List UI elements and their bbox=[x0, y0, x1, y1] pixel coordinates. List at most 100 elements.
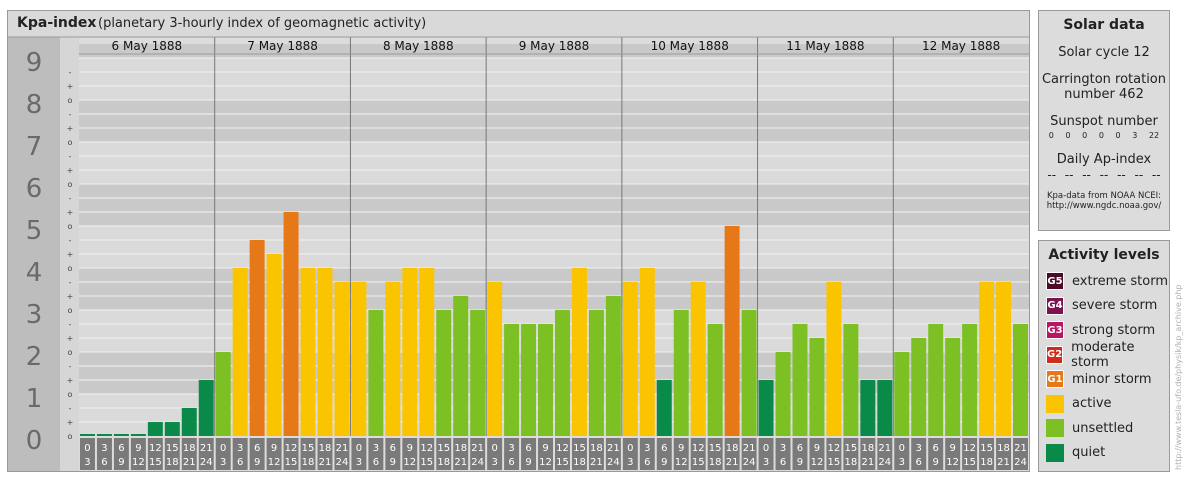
hour-start-label: 12 bbox=[556, 443, 569, 454]
carrington-rotation-label: Carrington rotation bbox=[1041, 72, 1166, 87]
hour-box bbox=[351, 438, 367, 470]
ap-value: -- bbox=[1064, 168, 1074, 182]
y-subtick-label: o bbox=[68, 306, 73, 315]
y-tick-label: 3 bbox=[26, 300, 43, 330]
hour-start-label: 9 bbox=[407, 443, 413, 454]
legend-swatch bbox=[1046, 394, 1064, 413]
hour-box bbox=[843, 438, 859, 470]
hour-box bbox=[215, 438, 231, 470]
legend-item: G4 severe storm bbox=[1039, 294, 1169, 319]
kp-bar bbox=[96, 434, 112, 436]
hour-end-label: 15 bbox=[420, 457, 433, 468]
hour-box bbox=[504, 438, 520, 470]
hour-end-label: 3 bbox=[84, 457, 90, 468]
hour-end-label: 18 bbox=[980, 457, 993, 468]
kp-bar bbox=[809, 338, 825, 436]
y-subtick-band bbox=[60, 37, 79, 471]
hour-end-label: 18 bbox=[709, 457, 722, 468]
hour-start-label: 18 bbox=[183, 443, 196, 454]
hour-start-label: 9 bbox=[135, 443, 141, 454]
hour-end-label: 6 bbox=[508, 457, 514, 468]
hour-end-label: 6 bbox=[373, 457, 379, 468]
hour-start-label: 15 bbox=[437, 443, 450, 454]
kp-bar bbox=[130, 434, 146, 436]
hour-end-label: 21 bbox=[454, 457, 467, 468]
legend-swatch bbox=[1046, 419, 1064, 438]
hour-end-label: 9 bbox=[118, 457, 124, 468]
hour-start-label: 9 bbox=[949, 443, 955, 454]
hour-box bbox=[113, 438, 129, 470]
hour-box bbox=[300, 438, 316, 470]
kp-bar bbox=[385, 281, 401, 436]
hour-start-label: 12 bbox=[420, 443, 433, 454]
hour-box bbox=[911, 438, 927, 470]
legend-label: active bbox=[1072, 396, 1112, 412]
hour-start-label: 3 bbox=[780, 443, 786, 454]
hour-box bbox=[996, 438, 1012, 470]
hour-box bbox=[877, 438, 893, 470]
hour-end-label: 21 bbox=[997, 457, 1010, 468]
kp-bar bbox=[538, 323, 553, 436]
hour-start-label: 9 bbox=[678, 443, 684, 454]
y-tick-label: 5 bbox=[26, 216, 43, 246]
hour-box bbox=[945, 438, 961, 470]
hour-start-label: 6 bbox=[118, 443, 124, 454]
legend-label: moderate storm bbox=[1071, 339, 1135, 370]
hour-end-label: 15 bbox=[285, 457, 298, 468]
hour-box bbox=[453, 438, 469, 470]
hour-end-label: 12 bbox=[132, 457, 145, 468]
hour-end-label: 24 bbox=[336, 457, 349, 468]
hour-end-label: 9 bbox=[254, 457, 260, 468]
kp-bar bbox=[911, 338, 927, 436]
kp-bar bbox=[588, 310, 604, 436]
hour-box bbox=[232, 438, 248, 470]
hour-end-label: 12 bbox=[268, 457, 281, 468]
sunspot-value: 3 bbox=[1132, 131, 1138, 140]
hour-box bbox=[130, 438, 146, 470]
hour-end-label: 24 bbox=[607, 457, 620, 468]
day-label: 9 May 1888 bbox=[519, 39, 590, 53]
kp-bar bbox=[419, 268, 435, 436]
hour-box bbox=[334, 438, 350, 470]
hour-end-label: 21 bbox=[726, 457, 739, 468]
y-subtick-label: + bbox=[67, 418, 74, 427]
hour-start-label: 6 bbox=[797, 443, 803, 454]
hour-start-label: 9 bbox=[542, 443, 548, 454]
carrington-rotation-number: number 462 bbox=[1064, 87, 1144, 102]
kp-bar bbox=[113, 434, 129, 436]
hour-box bbox=[707, 438, 723, 470]
hour-start-label: 6 bbox=[661, 443, 667, 454]
source-link[interactable]: http://www.ngdc.noaa.gov/ bbox=[1046, 201, 1162, 211]
kp-bar bbox=[945, 338, 961, 436]
legend-swatch: G5 bbox=[1046, 272, 1064, 291]
hour-end-label: 3 bbox=[899, 457, 905, 468]
sunspot-value: 0 bbox=[1098, 131, 1104, 140]
hour-start-label: 12 bbox=[285, 443, 298, 454]
hour-box bbox=[368, 438, 384, 470]
hour-box bbox=[164, 438, 180, 470]
y-tick-label: 9 bbox=[26, 48, 43, 78]
day-label: 6 May 1888 bbox=[112, 39, 183, 53]
hour-end-label: 12 bbox=[946, 457, 959, 468]
legend-swatch: G3 bbox=[1046, 321, 1064, 340]
chart-subtitle: (planetary 3-hourly index of geomagnetic… bbox=[98, 16, 427, 31]
hour-start-label: 0 bbox=[763, 443, 769, 454]
kp-bar bbox=[470, 310, 486, 436]
y-subtick-label: + bbox=[67, 250, 74, 259]
y-subtick-label: o bbox=[68, 432, 73, 441]
hour-box bbox=[673, 438, 689, 470]
kp-bar bbox=[741, 310, 757, 436]
kp-bar bbox=[673, 310, 689, 436]
kp-bar bbox=[605, 296, 621, 436]
y-tick-label: 2 bbox=[26, 342, 43, 372]
kp-bar bbox=[690, 281, 706, 436]
hour-box bbox=[724, 438, 740, 470]
day-label: 7 May 1888 bbox=[247, 39, 318, 53]
kp-bar bbox=[707, 323, 723, 436]
hour-start-label: 21 bbox=[743, 443, 756, 454]
hour-box bbox=[809, 438, 825, 470]
hour-end-label: 9 bbox=[661, 457, 667, 468]
hour-start-label: 0 bbox=[627, 443, 633, 454]
hour-end-label: 15 bbox=[149, 457, 162, 468]
hour-start-label: 6 bbox=[254, 443, 260, 454]
